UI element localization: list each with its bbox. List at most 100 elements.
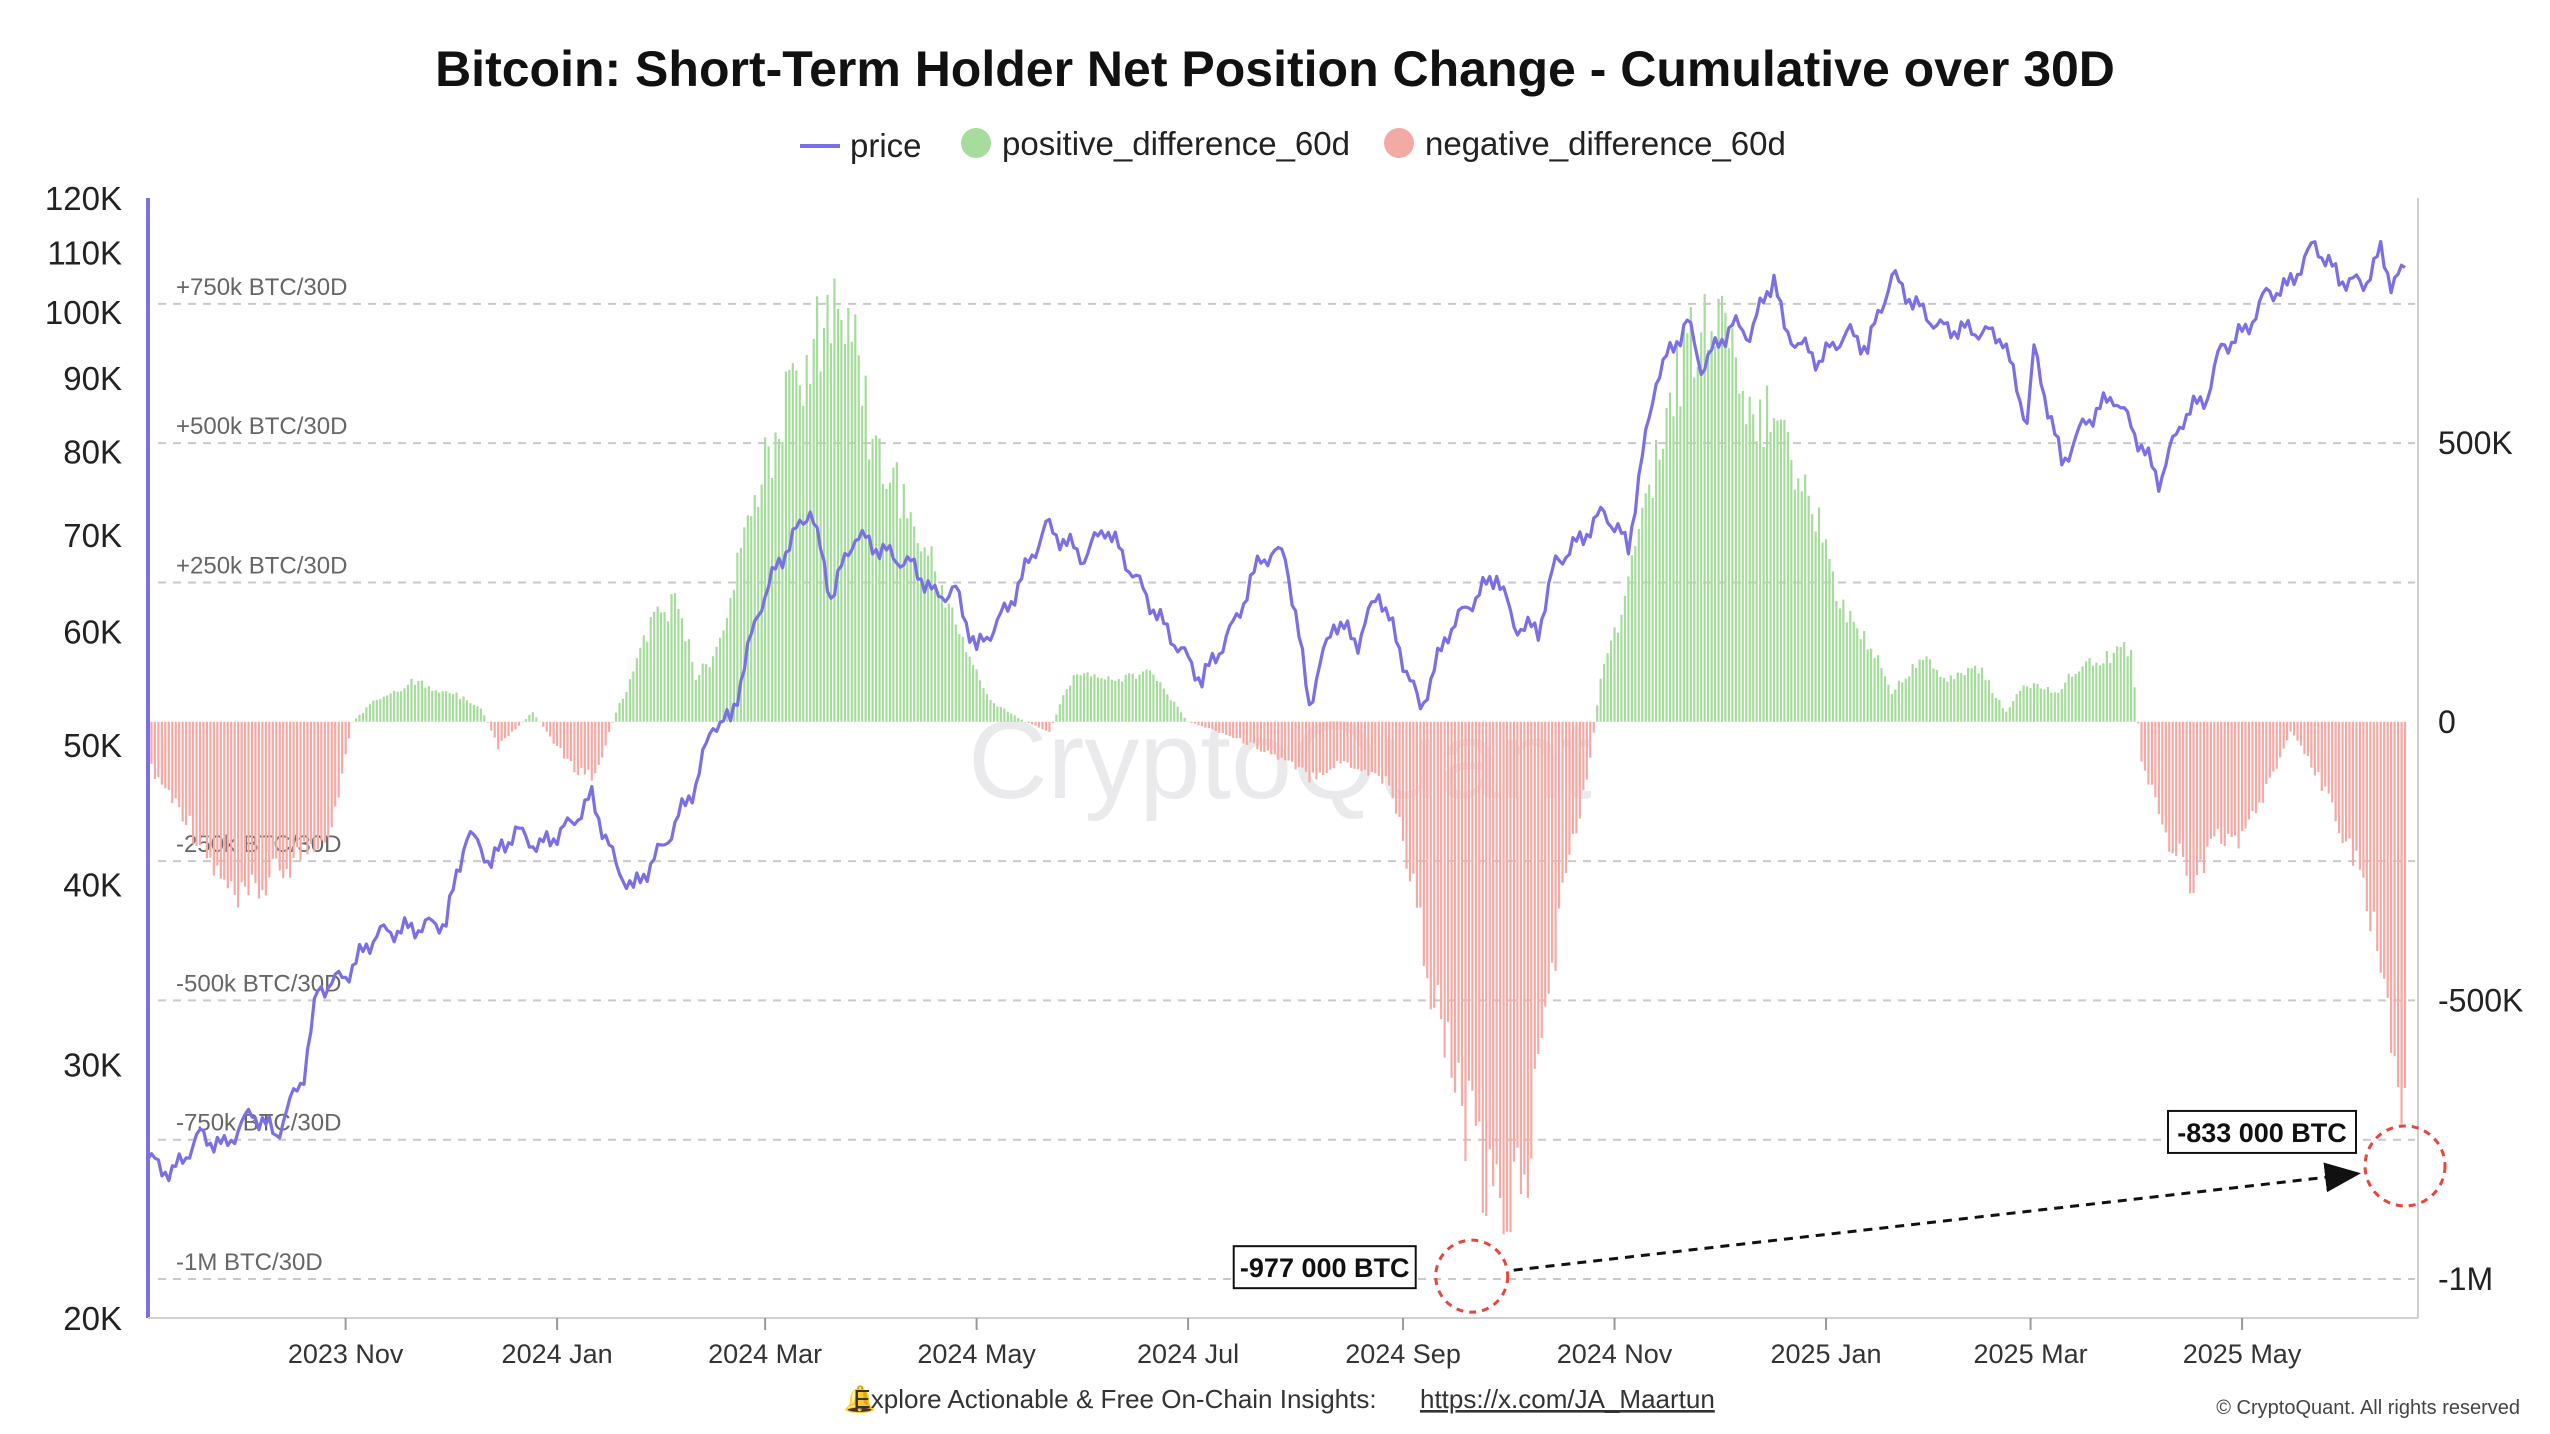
negative-bar bbox=[306, 721, 309, 855]
positive-bar bbox=[1065, 689, 1068, 722]
negative-bar bbox=[1471, 721, 1474, 1091]
positive-bar bbox=[1863, 631, 1866, 722]
positive-bar bbox=[1925, 656, 1928, 722]
positive-bar bbox=[1613, 627, 1616, 722]
positive-bar bbox=[816, 296, 819, 722]
x-tick-label: 2025 Jan bbox=[1770, 1339, 1881, 1369]
positive-bar bbox=[1713, 346, 1717, 722]
positive-bar bbox=[1696, 366, 1699, 722]
negative-bar bbox=[2220, 721, 2223, 844]
negative-bar bbox=[2150, 721, 2154, 785]
positive-bar bbox=[1859, 639, 1862, 722]
negative-bar bbox=[1592, 721, 1595, 733]
negative-bar bbox=[1363, 721, 1367, 770]
positive-bar bbox=[760, 484, 763, 722]
positive-bar bbox=[1183, 717, 1186, 722]
positive-bar bbox=[1828, 558, 1831, 722]
positive-bar bbox=[1811, 514, 1814, 722]
negative-bar bbox=[486, 721, 489, 723]
positive-bar bbox=[2019, 690, 2022, 722]
negative-bar bbox=[2265, 721, 2268, 785]
positive-bar bbox=[628, 679, 632, 722]
negative-bar bbox=[1322, 721, 1325, 776]
positive-bar bbox=[653, 611, 656, 722]
negative-bar bbox=[1401, 721, 1405, 841]
positive-bar bbox=[881, 484, 885, 722]
negative-bar bbox=[2136, 721, 2140, 724]
positive-bar bbox=[2067, 673, 2070, 722]
positive-bar bbox=[718, 637, 722, 722]
negative-bar bbox=[289, 721, 292, 878]
left-tick-label: 40K bbox=[63, 867, 122, 904]
legend-label-0: price bbox=[850, 127, 922, 164]
positive-bar bbox=[1013, 715, 1016, 722]
negative-bar bbox=[1571, 721, 1575, 834]
negative-bar bbox=[1395, 721, 1398, 814]
negative-bar bbox=[337, 721, 340, 798]
negative-bar bbox=[517, 721, 521, 726]
negative-bar bbox=[2372, 721, 2375, 912]
negative-bar bbox=[1464, 721, 1467, 1162]
positive-bar bbox=[1124, 674, 1127, 722]
negative-bar bbox=[1568, 721, 1571, 855]
negative-bar bbox=[1429, 721, 1432, 1010]
negative-bar bbox=[1193, 721, 1197, 724]
positive-bar bbox=[770, 478, 774, 722]
negative-bar bbox=[1533, 721, 1536, 1069]
positive-bar bbox=[1953, 679, 1956, 722]
negative-bar bbox=[1221, 721, 1224, 733]
positive-bar bbox=[434, 690, 437, 722]
negative-bar bbox=[1408, 721, 1412, 882]
negative-bar bbox=[1474, 721, 1477, 1126]
positive-bar bbox=[1107, 676, 1110, 722]
left-tick-label: 20K bbox=[63, 1300, 122, 1337]
left-tick-label: 70K bbox=[63, 517, 122, 554]
footer-link[interactable]: https://x.com/JA_Maartun bbox=[1420, 1384, 1715, 1414]
positive-bar bbox=[1991, 693, 1994, 722]
positive-bar bbox=[1772, 418, 1776, 722]
negative-bar bbox=[1589, 721, 1592, 758]
positive-bar bbox=[739, 547, 742, 722]
negative-bar bbox=[316, 721, 319, 850]
positive-bar bbox=[1710, 331, 1713, 722]
negative-bar bbox=[1245, 721, 1249, 745]
positive-bar bbox=[2112, 652, 2115, 722]
positive-bar bbox=[1807, 495, 1810, 722]
positive-bar bbox=[715, 646, 718, 722]
positive-bar bbox=[632, 671, 635, 722]
positive-bar bbox=[673, 593, 677, 722]
positive-bar bbox=[1655, 439, 1658, 722]
reference-label: -500k BTC/30D bbox=[176, 970, 341, 997]
positive-bar bbox=[1960, 672, 1963, 722]
negative-bar bbox=[2299, 721, 2303, 746]
negative-bar bbox=[237, 721, 240, 908]
positive-bar bbox=[1849, 610, 1852, 722]
negative-bar bbox=[1367, 721, 1370, 776]
negative-bar bbox=[2147, 721, 2150, 785]
positive-bar bbox=[2022, 685, 2025, 722]
negative-bar bbox=[1575, 721, 1578, 834]
positive-bar bbox=[1665, 408, 1668, 722]
positive-bar bbox=[1821, 542, 1824, 722]
positive-bar bbox=[2025, 686, 2029, 722]
annotation-circle bbox=[1434, 1238, 1510, 1314]
negative-bar bbox=[493, 721, 496, 738]
positive-bar bbox=[1134, 678, 1138, 722]
negative-bar bbox=[1499, 721, 1502, 1198]
positive-bar bbox=[1755, 441, 1758, 722]
negative-bar bbox=[1228, 721, 1231, 737]
positive-bar bbox=[843, 344, 846, 722]
bell-icon: 🔔 bbox=[844, 1384, 876, 1414]
positive-bar bbox=[1003, 708, 1006, 722]
positive-bar bbox=[351, 721, 354, 723]
annotation-label: -833 000 BTC bbox=[2167, 1109, 2357, 1154]
positive-bar bbox=[1599, 678, 1602, 722]
positive-bar bbox=[1658, 459, 1661, 722]
negative-bar bbox=[2313, 721, 2316, 776]
positive-bar bbox=[1166, 694, 1169, 722]
negative-bar bbox=[1225, 721, 1228, 735]
negative-bar bbox=[209, 721, 212, 858]
negative-bar bbox=[521, 721, 524, 723]
positive-bar bbox=[1069, 685, 1072, 722]
positive-bar bbox=[812, 338, 815, 722]
